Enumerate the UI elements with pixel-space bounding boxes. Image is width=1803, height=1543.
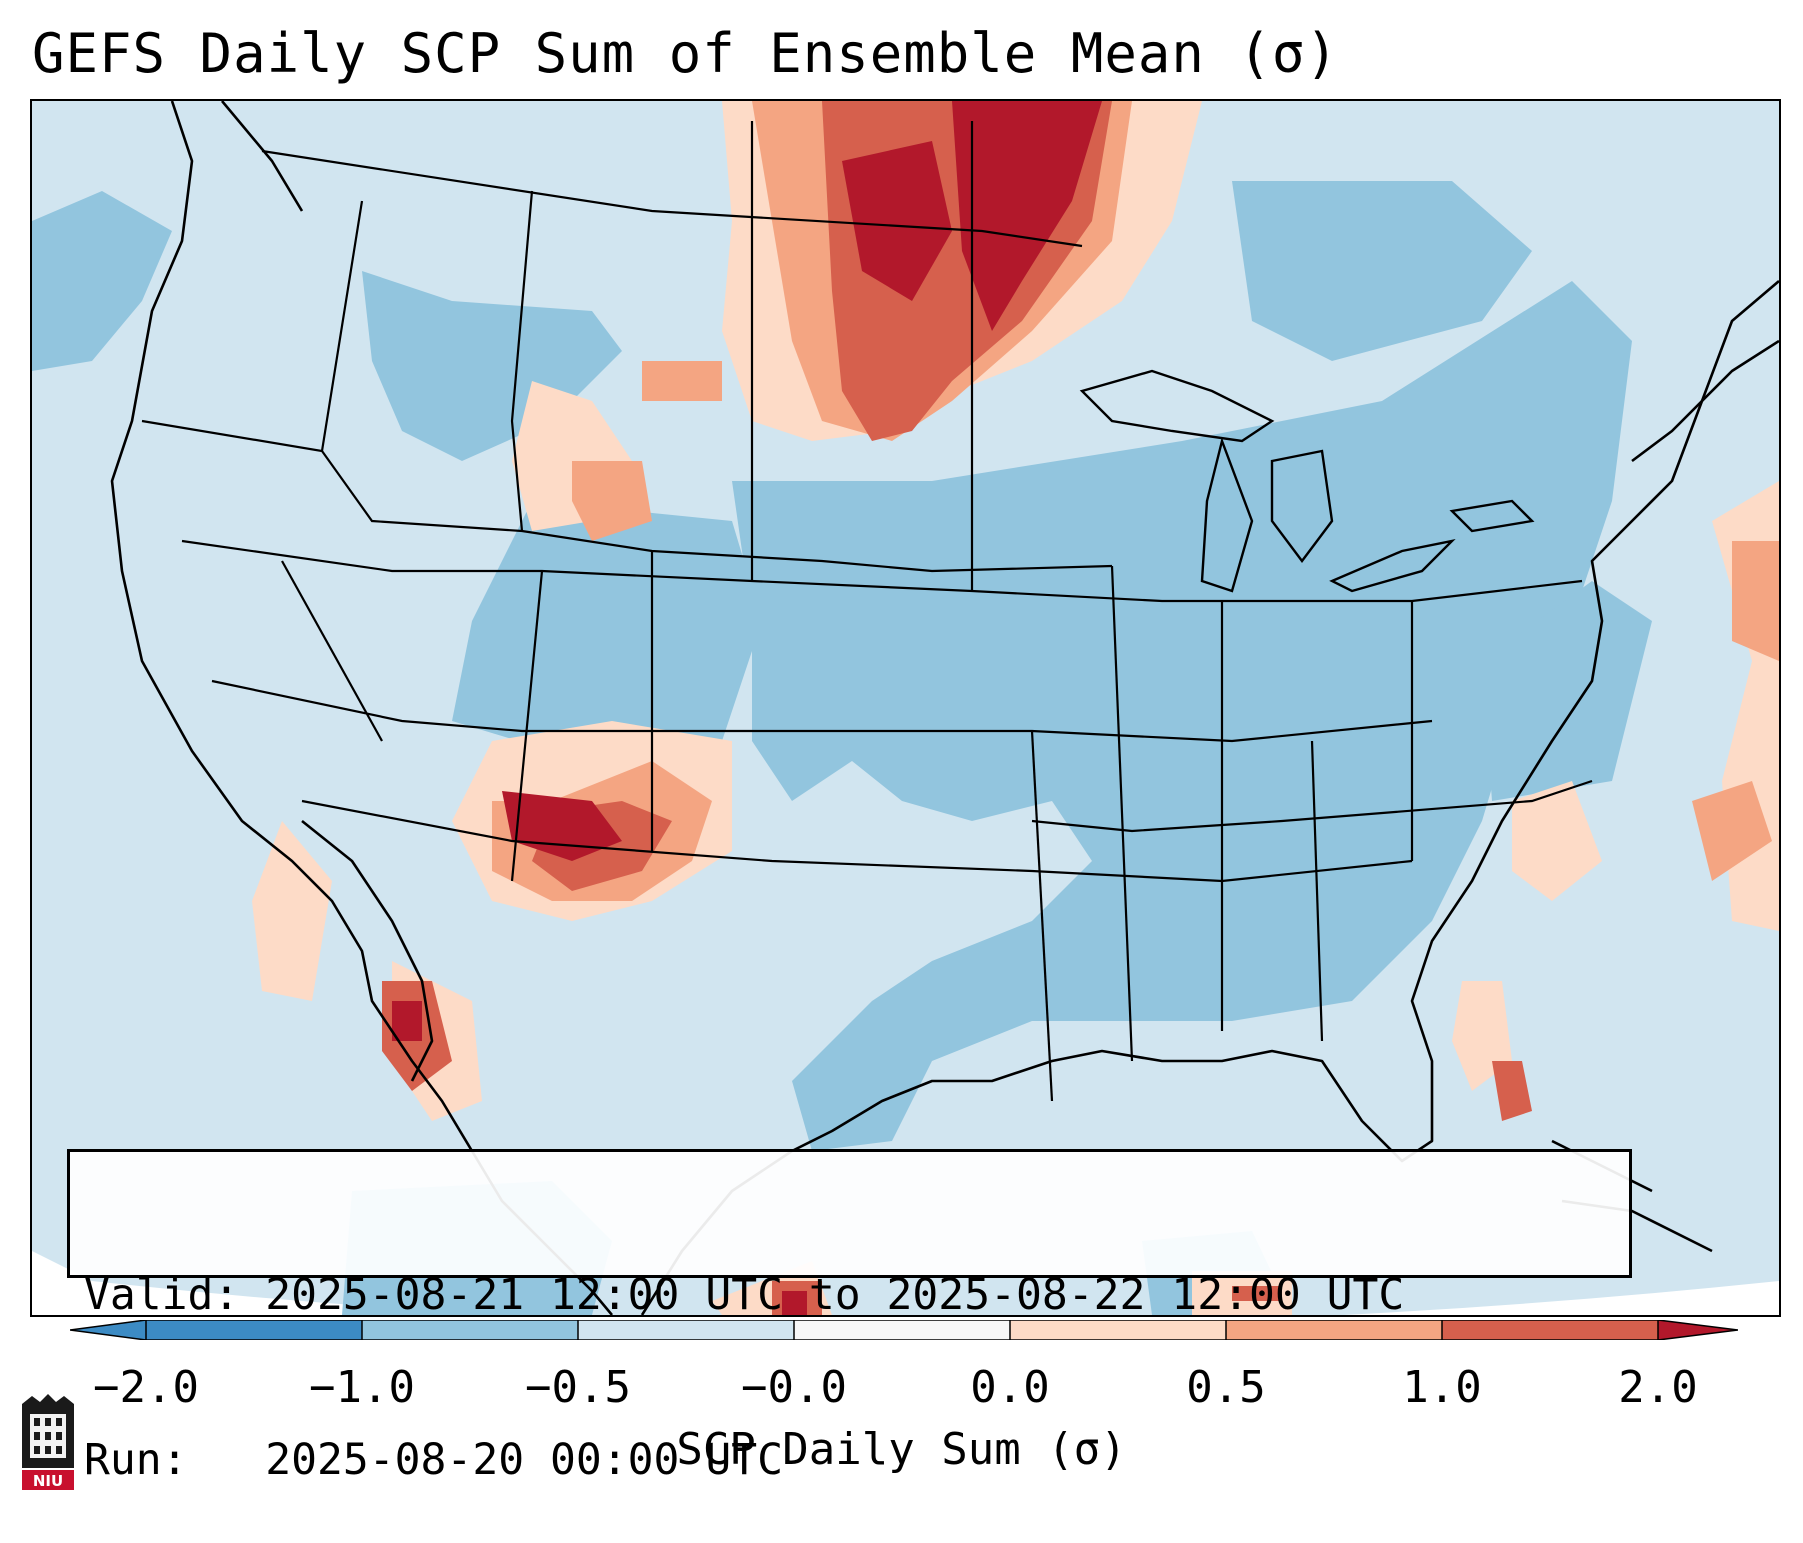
tick-label-minus-1: −1.0 — [309, 1362, 415, 1413]
tick-label-minus-0-5: −0.5 — [525, 1362, 631, 1413]
colorbar-segment-minus2-minus1 — [146, 1320, 362, 1340]
tick-label-1: 1.0 — [1402, 1362, 1482, 1413]
tick-label-0: 0.0 — [970, 1362, 1050, 1413]
map-canvas — [32, 101, 1779, 1315]
colorbar-segment-minus1-minus05 — [362, 1320, 578, 1340]
tick-label-2: 2.0 — [1618, 1362, 1698, 1413]
validity-info-box: Valid: 2025-08-21 12:00 UTC to 2025-08-2… — [67, 1149, 1632, 1485]
colorbar-segment-minus0-0 — [794, 1320, 1010, 1340]
colorbar-label: SCP Daily Sum (σ) — [676, 1424, 1127, 1475]
colorbar-ticks — [145, 1320, 1659, 1340]
logo-text: NIU — [33, 1472, 63, 1490]
valid-time-text: Valid: 2025-08-21 12:00 UTC to 2025-08-2… — [84, 1270, 1405, 1320]
colorbar-segment-0-05 — [1010, 1320, 1226, 1340]
tick-label-minus-0: −0.0 — [741, 1362, 847, 1413]
map-panel — [30, 99, 1781, 1317]
colorbar-segment-1-2 — [1442, 1320, 1658, 1340]
tick-label-0-5: 0.5 — [1186, 1362, 1266, 1413]
chart-title: GEFS Daily SCP Sum of Ensemble Mean (σ) — [32, 22, 1339, 85]
state-borders — [141, 121, 1593, 1102]
colorbar-segment-minus05-minus0 — [578, 1320, 794, 1340]
colorbar-segment-05-1 — [1226, 1320, 1442, 1340]
run-time-text: Run: 2025-08-20 00:00 UTC — [84, 1435, 783, 1485]
colorbar-segment-lt-minus2 — [70, 1320, 146, 1340]
colorbar — [70, 1320, 1738, 1340]
extreme-positive-areas — [392, 101, 1102, 1315]
colorbar-segment-gt-2 — [1658, 1320, 1738, 1340]
niu-logo: NIU — [22, 1394, 74, 1490]
colorbar-tick-labels: −2.0 −1.0 −0.5 −0.0 0.0 0.5 1.0 2.0 — [0, 1362, 1803, 1413]
tick-label-minus-2: −2.0 — [93, 1362, 199, 1413]
great-lakes — [1079, 369, 1535, 593]
